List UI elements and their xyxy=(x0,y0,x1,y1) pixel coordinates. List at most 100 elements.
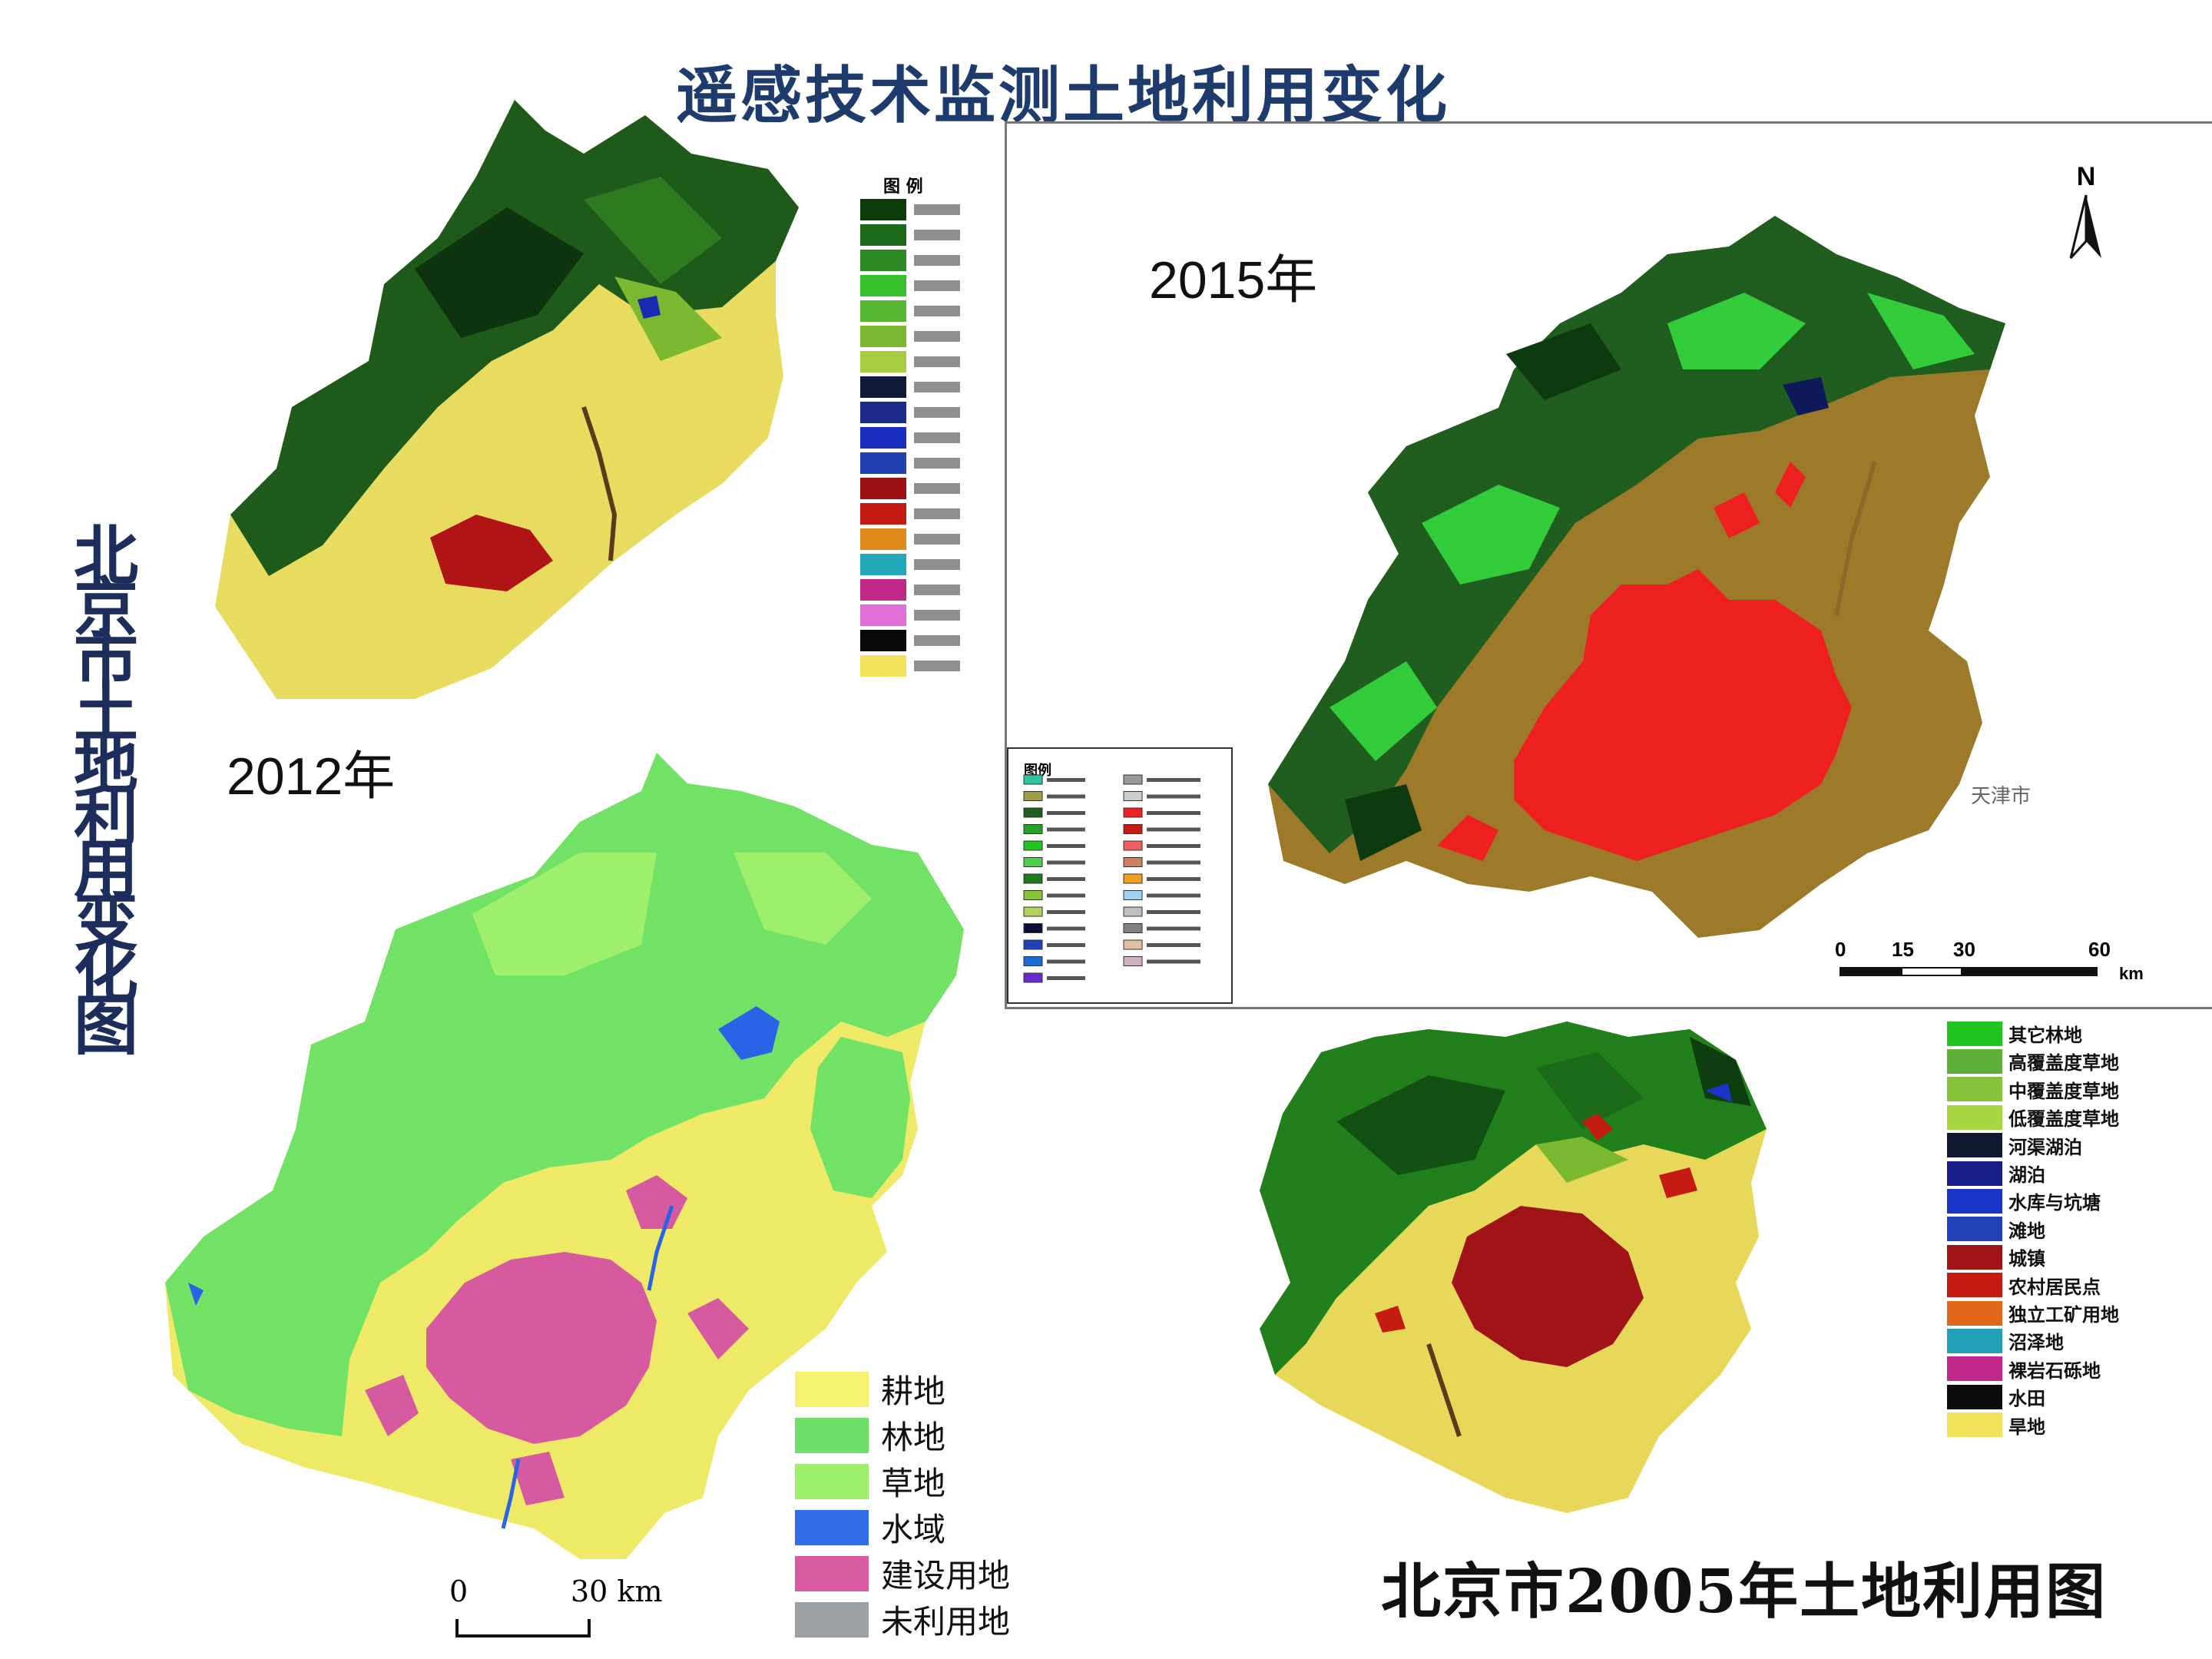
legend-2015-swatch xyxy=(1023,840,1043,851)
old-top-legend-row xyxy=(860,326,960,347)
legend-2015-blur-text xyxy=(1147,877,1200,881)
legend-blur-text xyxy=(914,331,960,342)
vertical-title-char: 变 xyxy=(73,883,138,959)
legend-2015-blur-text xyxy=(1147,860,1200,865)
map-2015-year-label: 2015年 xyxy=(1149,251,1318,310)
legend-2015-swatch xyxy=(1023,972,1043,983)
legend-2005-label: 城镇 xyxy=(2008,1247,2045,1270)
legend-2005-row: 中覆盖度草地 xyxy=(1947,1076,2119,1103)
map-2012-year-label: 2012年 xyxy=(227,747,396,806)
legend-2015-blur-text xyxy=(1047,778,1085,782)
legend-swatch xyxy=(860,478,906,499)
legend-2005-row: 农村居民点 xyxy=(1947,1272,2101,1299)
legend-2005-label: 中覆盖度草地 xyxy=(2008,1079,2119,1102)
legend-2012-row: 草地 xyxy=(795,1458,945,1505)
legend-2005-row: 旱地 xyxy=(1947,1412,2045,1439)
legend-2012-swatch xyxy=(795,1371,869,1407)
legend-swatch xyxy=(860,326,906,347)
legend-2005-label: 高覆盖度草地 xyxy=(2008,1051,2119,1075)
legend-blur-text xyxy=(914,432,960,443)
legend-blur-text xyxy=(914,255,960,266)
legend-swatch xyxy=(860,554,906,575)
legend-blur-text xyxy=(914,584,960,595)
legend-2015-blur-text xyxy=(1147,910,1200,914)
legend-2005-row: 沼泽地 xyxy=(1947,1327,2064,1354)
legend-2015-blur-text xyxy=(1147,943,1200,947)
vertical-title-char: 化 xyxy=(73,935,138,1012)
legend-blur-text xyxy=(914,458,960,469)
old-top-legend-row xyxy=(860,300,960,322)
map-2015-scale-60: 60 xyxy=(2088,938,2111,961)
old-top-legend-row xyxy=(860,376,960,398)
legend-2005-label: 其它林地 xyxy=(2008,1024,2082,1046)
legend-blur-text xyxy=(914,204,960,215)
legend-swatch xyxy=(860,604,906,626)
legend-2015-swatch xyxy=(1123,923,1143,933)
legend-2015-swatch xyxy=(1123,857,1143,867)
legend-2005-label: 低覆盖度草地 xyxy=(2008,1108,2119,1131)
legend-swatch xyxy=(860,275,906,296)
legend-2012-row: 水域 xyxy=(795,1504,945,1551)
legend-blur-text xyxy=(914,610,960,621)
vertical-title-char: 地 xyxy=(73,727,138,803)
map-2012-legend: 耕地林地草地 水域 建设用地 未利用地 xyxy=(795,1366,1071,1657)
legend-swatch xyxy=(860,300,906,322)
legend-2005-row: 低覆盖度草地 xyxy=(1947,1104,2119,1131)
vertical-title-char: 京 xyxy=(73,570,138,646)
legend-2005-row: 独立工矿用地 xyxy=(1947,1300,2119,1326)
map-2015: 2015年 N 天津市 图例 0 15 30 60 km xyxy=(1005,121,2212,1009)
legend-2005-label: 农村居民点 xyxy=(2008,1275,2101,1298)
legend-2005-swatch xyxy=(1947,1328,2002,1353)
map-2015-scale-15: 15 xyxy=(1892,938,1914,961)
legend-blur-text xyxy=(914,635,960,646)
legend-2012-label: 草地 xyxy=(881,1465,946,1502)
legend-2015-swatch xyxy=(1123,956,1143,966)
legend-2015-blur-text xyxy=(1047,926,1085,931)
old-top-legend-row xyxy=(860,554,960,575)
legend-2012-row: 耕地 xyxy=(795,1366,945,1412)
page-title: 遥感技术监测土地利用变化 xyxy=(676,59,1450,131)
legend-swatch xyxy=(860,351,906,373)
legend-swatch xyxy=(860,199,906,220)
legend-2012-row: 未利用地 xyxy=(795,1596,1010,1643)
map-2015-shape xyxy=(1268,216,2005,938)
north-arrow: N xyxy=(2055,162,2117,270)
legend-2015-swatch xyxy=(1123,890,1143,900)
legend-2015-blur-text xyxy=(1047,943,1085,947)
legend-2012-row: 建设用地 xyxy=(795,1550,1010,1597)
map-2005-shape xyxy=(1260,1022,1767,1513)
map-2012: 2012年 耕地林地草地 水域 建设用地 未利用地 0 30 km xyxy=(150,699,1102,1659)
legend-2012-label: 林地 xyxy=(881,1419,946,1456)
legend-2005-row: 河渠湖泊 xyxy=(1947,1132,2082,1159)
legend-2015-blur-text xyxy=(1147,794,1200,799)
legend-2005-swatch xyxy=(1947,1104,2002,1130)
legend-blur-text xyxy=(914,407,960,418)
legend-swatch xyxy=(860,402,906,423)
legend-2005-swatch xyxy=(1947,1133,2002,1158)
map-old-top-legend: 图 例 xyxy=(860,173,998,695)
old-top-legend-row xyxy=(860,528,960,550)
legend-swatch xyxy=(860,528,906,550)
legend-2015-swatch xyxy=(1023,807,1043,818)
legend-2005-row: 水库与坑塘 xyxy=(1947,1187,2101,1214)
legend-2012-swatch xyxy=(795,1601,869,1637)
legend-2015-swatch xyxy=(1123,791,1143,801)
legend-2015-blur-text xyxy=(1047,844,1085,848)
vertical-title-char: 市 xyxy=(73,622,138,698)
legend-2015-blur-text xyxy=(1147,893,1200,898)
map-2015-legend-swatches xyxy=(1023,774,1200,983)
legend-2005-row: 水田 xyxy=(1947,1383,2045,1410)
legend-2015-swatch xyxy=(1123,840,1143,851)
legend-2015-swatch xyxy=(1023,956,1043,966)
legend-2012-swatch xyxy=(795,1463,869,1499)
legend-2015-swatch xyxy=(1123,774,1143,785)
map-2012-scale-bar: 0 30 km xyxy=(449,1575,663,1651)
old-top-legend-row xyxy=(860,503,960,525)
old-top-legend-row xyxy=(860,199,960,220)
legend-blur-text xyxy=(914,382,960,392)
legend-blur-text xyxy=(914,306,960,316)
old-top-legend-row xyxy=(860,275,960,296)
old-top-legend-row xyxy=(860,604,960,626)
legend-blur-text xyxy=(914,280,960,291)
map-2005-legend: 其它林地 高覆盖度草地 中覆盖度草地 低覆盖度草地 河渠湖泊 湖泊 水库与坑塘 滩地 城镇 农村居… xyxy=(1947,1006,2208,1459)
